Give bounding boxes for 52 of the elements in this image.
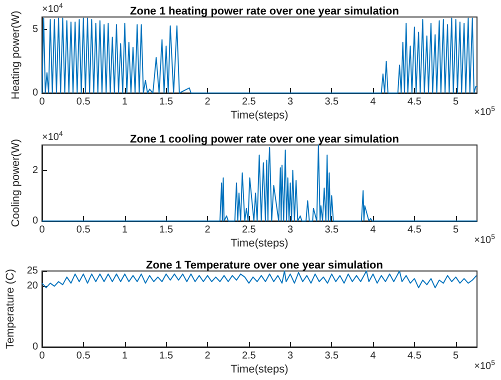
x-axis-title: Time(steps) [230,110,288,122]
x-tick-label: 5 [453,96,460,108]
x-tick-label: 5 [453,224,460,236]
x-tick-label: 1.5 [159,96,174,108]
x-tick-label: 0 [39,350,46,362]
x-tick-label: 3 [288,96,294,108]
y-axis-title: Cooling power(W) [10,138,22,228]
line-series [42,270,478,288]
chart-title: Zone 1 cooling power rate over one year simulation [130,134,400,146]
x-tick-label: 3 [288,350,294,362]
x-tick-label: 2 [204,96,211,108]
y-tick-label: 2 [32,164,38,176]
x-tick-label: 3 [288,224,294,236]
x-tick-label: 3.5 [324,350,340,362]
line-series [42,18,478,94]
x-tick-label: 1 [122,224,128,236]
x-tick-label: 4.5 [407,350,422,362]
y-tick-label: 0 [32,216,38,226]
x-tick-label: 4 [370,350,376,362]
y-tick-label: 0 [32,88,38,98]
x-tick-label: 4 [370,96,376,108]
y-axis-title: Temperature (C) [4,268,16,350]
chart-title: Zone 1 Temperature over one year simulation [146,260,384,272]
y-tick-label: 25 [26,266,38,276]
x-tick-label: 2.5 [242,350,256,362]
x-tick-label: 1.5 [159,350,174,362]
x-tick-label: 0 [39,224,46,236]
x-tick-label: 4.5 [407,96,422,108]
x-tick-label: 5 [453,350,460,362]
x-tick-label: 0.5 [76,96,91,108]
x-axis-title: Time(steps) [230,364,288,376]
x-tick-label: 0.5 [76,224,91,236]
chart-title: Zone 1 heating power rate over one year simulation [130,6,400,18]
x-tick-label: 2.5 [242,224,256,236]
x-tick-label: 3.5 [324,224,340,236]
x-tick-label: 4.5 [407,224,422,236]
x-tick-label: 0.5 [76,350,91,362]
x-tick-label: 4 [370,224,376,236]
y-axis-title: Heating power(W) [10,10,22,100]
x-tick-label: 2.5 [242,96,256,108]
y-tick-label: 5 [32,24,38,36]
y-tick-label: 0 [32,342,38,352]
x-tick-label: 1 [122,96,128,108]
x-tick-label: 0 [39,96,46,108]
x-axis-title: Time(steps) [230,238,288,250]
x-tick-label: 1.5 [159,224,174,236]
line-series [42,144,478,222]
x-tick-label: 2 [204,224,211,236]
y-tick-label: 20 [26,280,38,292]
x-tick-label: 2 [204,350,211,362]
x-tick-label: 3.5 [324,96,340,108]
x-tick-label: 1 [122,350,128,362]
